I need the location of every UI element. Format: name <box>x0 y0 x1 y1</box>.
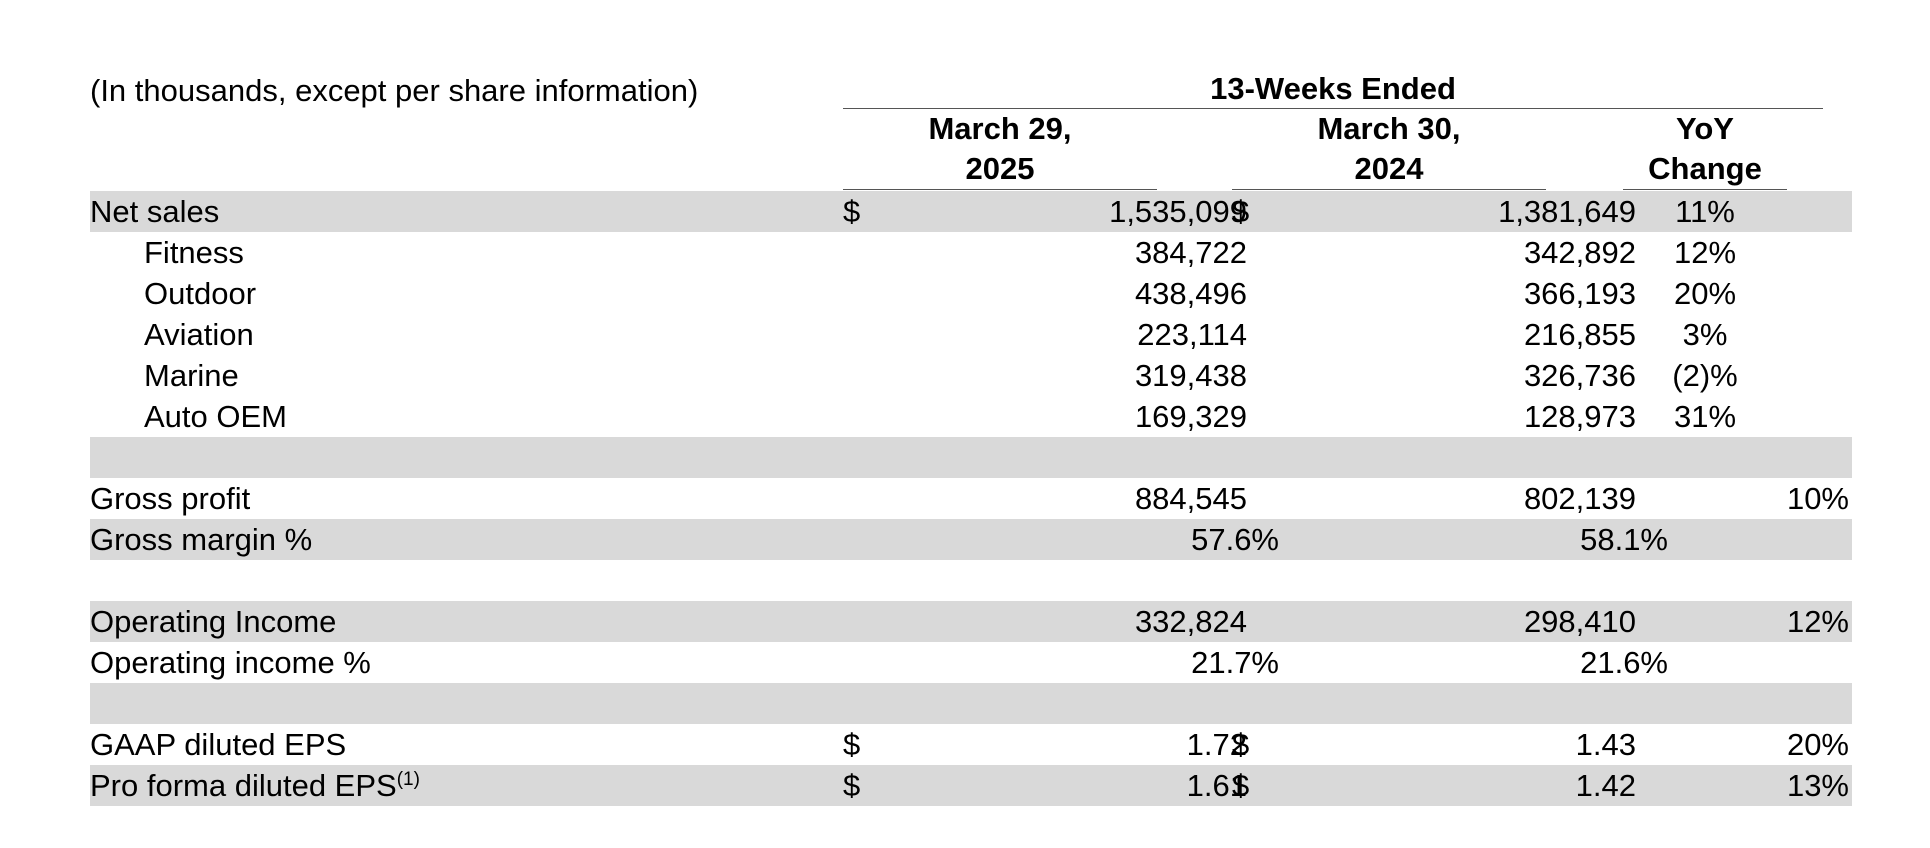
table-row-operating-income: Operating Income 332,824 298,410 12% <box>90 601 1852 642</box>
table-row-auto-oem: Auto OEM 169,329 128,973 31% <box>90 396 1852 437</box>
row-label: Aviation <box>144 317 254 352</box>
table-row-pro-forma-diluted-eps: Pro forma diluted EPS(1) $ 1.61 $ 1.42 1… <box>90 765 1852 806</box>
yoy-change-value: 11% <box>1675 194 1735 229</box>
currency-sign: $ <box>843 768 861 803</box>
table-row-operating-income-pct: Operating income % 21.7% 21.6% <box>90 642 1852 683</box>
row-label: Pro forma diluted EPS(1) <box>90 765 420 806</box>
current-period-value: 1,535,099 <box>1109 194 1247 229</box>
current-period-value: 884,545 <box>1134 481 1247 516</box>
row-label: Auto OEM <box>144 399 287 434</box>
prior-period-value: 21.6% <box>1580 645 1668 680</box>
current-period-value: 1.61 <box>1186 768 1247 803</box>
yoy-change-value: 3% <box>1682 317 1728 352</box>
prior-period-value: 128,973 <box>1523 399 1636 434</box>
table-row-aviation: Aviation 223,114 216,855 3% <box>90 314 1852 355</box>
column-header-yoy-line2: Change <box>1648 151 1762 186</box>
table-row-net-sales: Net sales $ 1,535,099 $ 1,381,649 11% <box>90 191 1852 232</box>
column-header-prior-line1: March 30, <box>1317 111 1461 146</box>
yoy-change-value: 20% <box>1673 276 1737 311</box>
yoy-change-value: 12% <box>1673 235 1737 270</box>
current-period-value: 319,438 <box>1134 358 1247 393</box>
yoy-change-value: 13% <box>1786 768 1849 803</box>
prior-period-value: 216,855 <box>1523 317 1636 352</box>
prior-period-value: 1.43 <box>1575 727 1636 762</box>
table-row-fitness: Fitness 384,722 342,892 12% <box>90 232 1852 273</box>
current-period-value: 169,329 <box>1134 399 1247 434</box>
row-label: Fitness <box>144 235 244 270</box>
current-period-value: 438,496 <box>1134 276 1247 311</box>
units-note: (In thousands, except per share informat… <box>90 73 699 108</box>
row-label: Net sales <box>90 194 220 229</box>
currency-sign: $ <box>1232 768 1250 803</box>
table-row-spacer <box>90 437 1852 478</box>
row-label-text: Pro forma diluted EPS <box>90 768 397 803</box>
current-period-value: 57.6% <box>1191 522 1279 557</box>
row-label: Operating income % <box>90 645 371 680</box>
column-header-prior-line2: 2024 <box>1354 151 1424 186</box>
current-period-value: 21.7% <box>1191 645 1279 680</box>
table-row-gross-margin: Gross margin % 57.6% 58.1% <box>90 519 1852 560</box>
row-label: Operating Income <box>90 604 337 639</box>
current-period-value: 223,114 <box>1137 317 1247 352</box>
period-heading: 13-Weeks Ended <box>843 70 1823 109</box>
row-label: Marine <box>144 358 239 393</box>
table-row-outdoor: Outdoor 438,496 366,193 20% <box>90 273 1852 314</box>
table-row-spacer <box>90 560 1852 601</box>
current-period-value: 384,722 <box>1134 235 1247 270</box>
prior-period-value: 1,381,649 <box>1498 194 1636 229</box>
currency-sign: $ <box>843 194 861 229</box>
prior-period-value: 58.1% <box>1580 522 1668 557</box>
row-label: GAAP diluted EPS <box>90 727 347 762</box>
current-period-value: 1.72 <box>1186 727 1247 762</box>
footnote-marker: (1) <box>396 769 420 790</box>
yoy-change-value: 12% <box>1786 604 1849 639</box>
yoy-change-value: (2)% <box>1672 358 1738 393</box>
prior-period-value: 298,410 <box>1523 604 1636 639</box>
currency-sign: $ <box>843 727 861 762</box>
column-header-yoy-line1: YoY <box>1676 111 1734 146</box>
currency-sign: $ <box>1232 194 1250 229</box>
column-header-current-line1: March 29, <box>928 111 1072 146</box>
current-period-value: 332,824 <box>1134 604 1247 639</box>
yoy-change-value: 10% <box>1786 481 1849 516</box>
table-row-gross-profit: Gross profit 884,545 802,139 10% <box>90 478 1852 519</box>
row-label: Gross profit <box>90 481 251 516</box>
row-label: Gross margin % <box>90 522 313 557</box>
prior-period-value: 326,736 <box>1523 358 1636 393</box>
prior-period-value: 366,193 <box>1523 276 1636 311</box>
yoy-change-value: 20% <box>1786 727 1849 762</box>
table-row-gaap-diluted-eps: GAAP diluted EPS $ 1.72 $ 1.43 20% <box>90 724 1852 765</box>
table-row-spacer <box>90 683 1852 724</box>
column-header-current-period: March 29, 2025 <box>843 109 1157 190</box>
column-header-prior-period: March 30, 2024 <box>1232 109 1546 190</box>
row-label: Outdoor <box>144 276 257 311</box>
table-row-marine: Marine 319,438 326,736 (2)% <box>90 355 1852 396</box>
prior-period-value: 342,892 <box>1523 235 1636 270</box>
prior-period-value: 1.42 <box>1575 768 1636 803</box>
column-header-yoy-change: YoY Change <box>1623 109 1787 190</box>
prior-period-value: 802,139 <box>1523 481 1636 516</box>
yoy-change-value: 31% <box>1673 399 1737 434</box>
currency-sign: $ <box>1232 727 1250 762</box>
column-header-current-line2: 2025 <box>965 151 1035 186</box>
